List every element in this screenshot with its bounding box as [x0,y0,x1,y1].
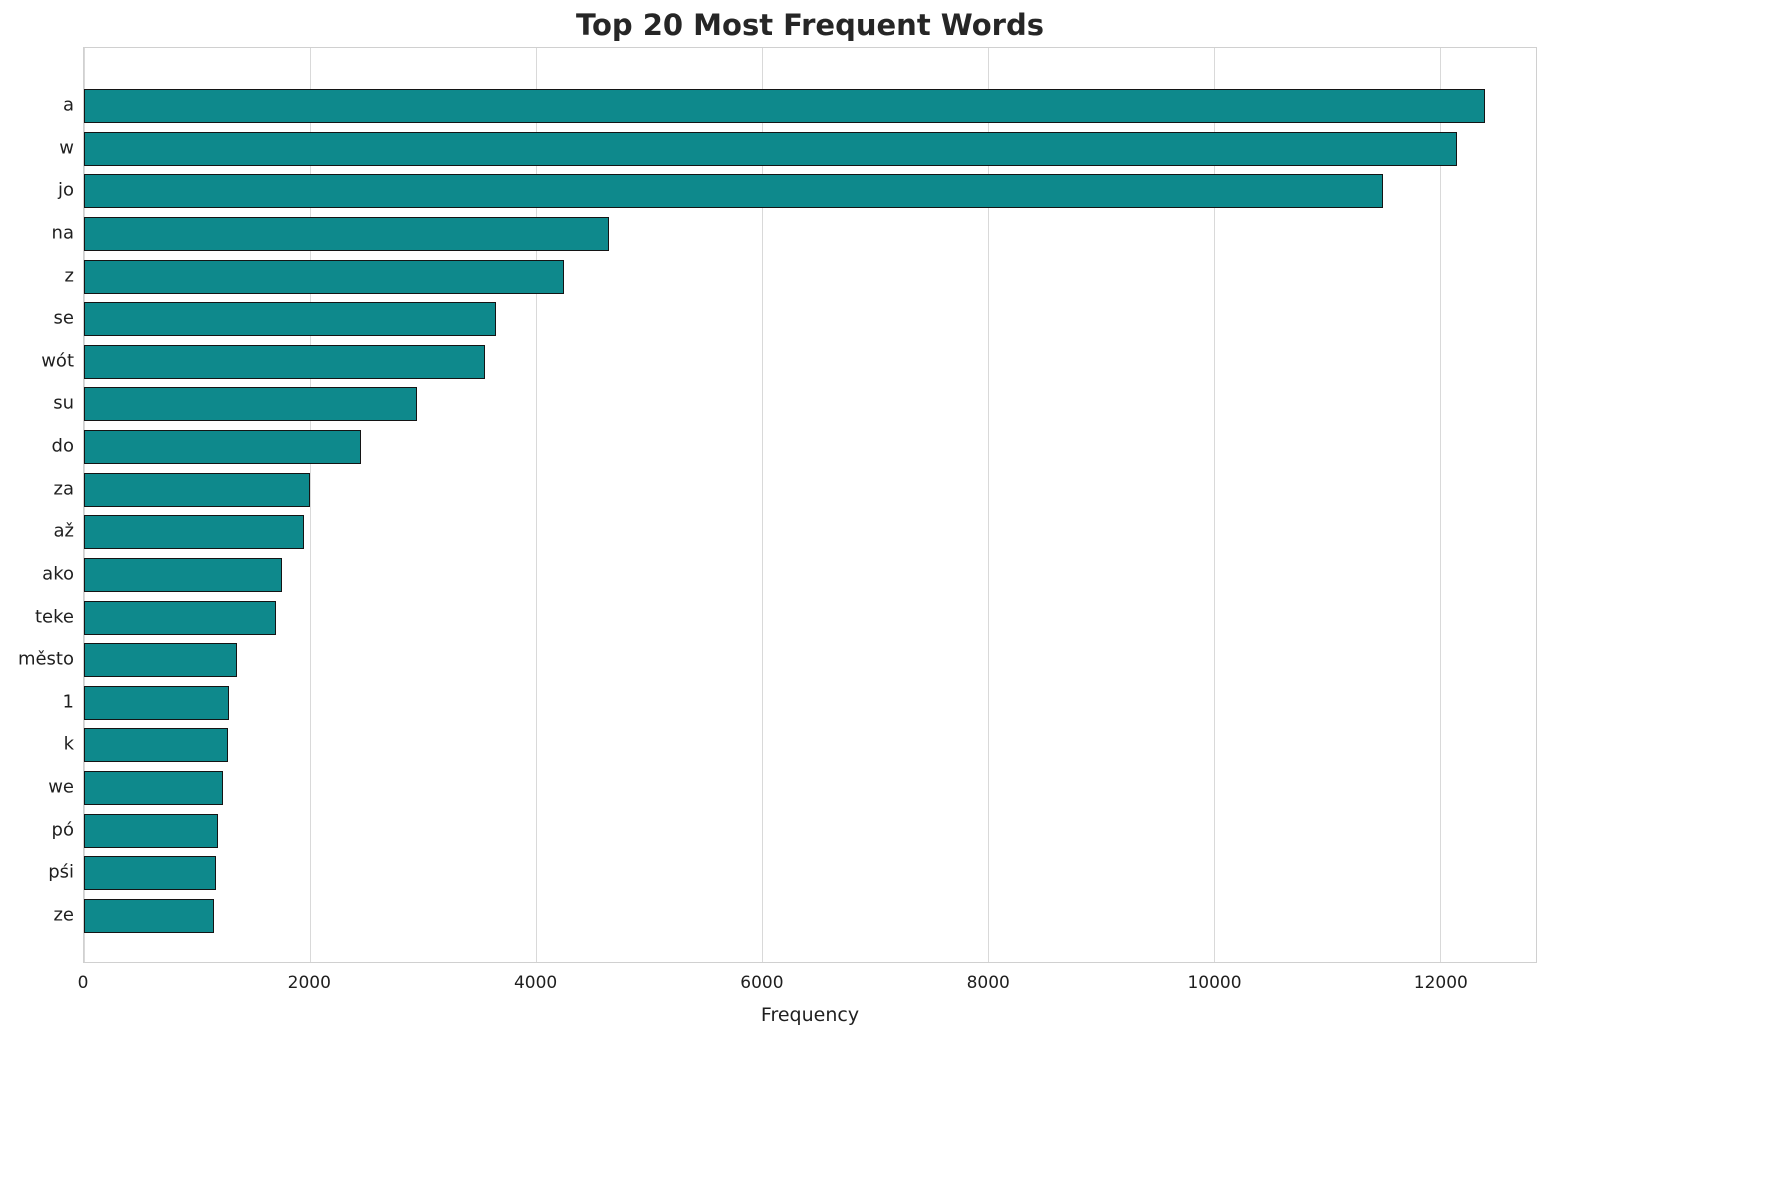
bar-teke [84,600,277,635]
x-tick-label: 12000 [1413,973,1468,993]
bar-k [84,728,228,763]
y-tick-label: su [53,392,74,414]
y-tick-label: za [53,478,74,500]
y-tick-label: k [63,733,74,755]
y-tick-label: teke [35,606,74,628]
y-tick-label: a [62,94,74,116]
y-tick-label: pśi [48,861,74,883]
y-tick-label: do [51,435,74,457]
y-tick-label: z [64,265,74,287]
bar-jo [84,174,1384,209]
gridline [1213,48,1216,962]
gridline [761,48,764,962]
plot-area [83,47,1537,963]
bar-do [84,430,361,465]
bar-se [84,302,497,337]
bar-1 [84,685,229,720]
bar-ako [84,557,282,592]
bar-w [84,131,1457,166]
y-tick-label: pó [51,819,74,841]
bar-a [84,89,1486,123]
bar-na [84,216,610,251]
x-tick-label: 6000 [740,973,784,993]
bar-z [84,259,565,294]
gridline [1439,48,1442,962]
gridline [535,48,538,962]
x-tick-label: 4000 [513,973,558,993]
bar-za [84,472,310,507]
y-tick-label: až [53,520,74,542]
bar-su [84,387,418,422]
x-tick-label: 8000 [966,973,1010,993]
y-tick-label: wót [41,350,74,372]
gridline [309,48,312,962]
y-tick-label: jo [57,179,74,201]
y-tick-label: 1 [62,691,74,713]
y-tick-label: ako [42,563,74,585]
y-tick-label: w [59,137,74,159]
bar-wót [84,344,486,379]
x-tick-label: 0 [77,973,89,993]
y-tick-label: ze [53,904,74,926]
y-tick-label: we [48,776,74,798]
bar-we [84,771,223,806]
bar-ze [84,899,214,933]
y-tick-label: na [51,222,74,244]
bar-město [84,643,237,678]
bar-pśi [84,856,217,891]
y-tick-label: se [53,307,74,329]
bar-pó [84,813,219,848]
gridline [987,48,990,962]
y-tick-label: město [17,648,74,670]
chart-title: Top 20 Most Frequent Words [576,8,1044,42]
x-axis-label: Frequency [760,1004,860,1026]
x-tick-label: 10000 [1187,973,1242,993]
x-tick-label: 2000 [287,973,331,993]
bar-až [84,515,305,550]
